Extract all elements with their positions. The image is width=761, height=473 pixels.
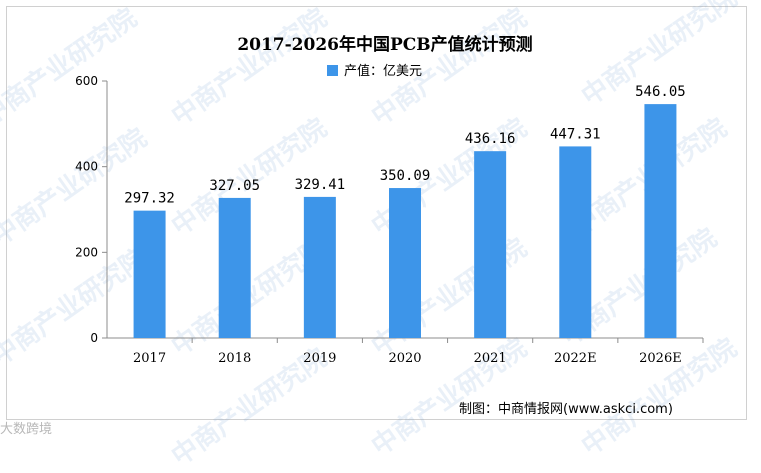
data-label: 447.31 xyxy=(550,126,601,142)
source-credit: 制图：中商情报网(www.askci.com) xyxy=(459,402,673,417)
x-tick-label: 2026E xyxy=(639,351,682,366)
y-tick-label: 200 xyxy=(75,245,98,259)
data-label: 546.05 xyxy=(635,84,686,100)
bar xyxy=(389,188,421,338)
chart-title: 2017-2026年中国PCB产值统计预测 xyxy=(237,34,532,55)
corner-watermark: 大数跨境 xyxy=(0,422,53,437)
bar xyxy=(474,151,507,338)
data-label: 350.09 xyxy=(380,168,431,184)
bar xyxy=(644,104,677,338)
bar xyxy=(559,146,592,338)
legend-swatch xyxy=(327,65,338,76)
data-label: 436.16 xyxy=(465,131,516,147)
chart-frame: 中商产业研究院 中商产业研究院 中商产业研究院 中商产业研究院 中商产业研究院 中商产业研… xyxy=(0,0,747,472)
y-tick-label: 0 xyxy=(90,331,98,345)
bar xyxy=(218,197,251,338)
data-label: 329.41 xyxy=(295,177,346,193)
x-tick-label: 2022E xyxy=(554,351,597,366)
bar xyxy=(303,196,336,338)
x-tick-label: 2018 xyxy=(218,351,251,366)
bar xyxy=(133,210,166,338)
legend-label: 产值：亿美元 xyxy=(344,63,422,79)
data-label: 297.32 xyxy=(124,191,175,207)
x-tick-label: 2017 xyxy=(133,351,166,366)
x-tick-label: 2020 xyxy=(388,351,421,366)
y-tick-label: 600 xyxy=(75,74,98,88)
data-label: 327.05 xyxy=(209,178,260,194)
y-tick-label: 400 xyxy=(75,160,98,174)
x-tick-label: 2021 xyxy=(474,351,507,366)
x-tick-label: 2019 xyxy=(303,351,336,366)
